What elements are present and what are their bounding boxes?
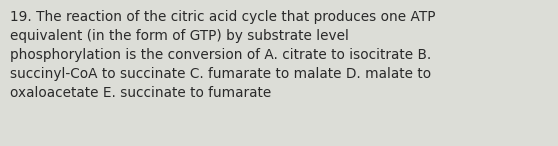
Text: 19. The reaction of the citric acid cycle that produces one ATP
equivalent (in t: 19. The reaction of the citric acid cycl… <box>10 10 436 100</box>
